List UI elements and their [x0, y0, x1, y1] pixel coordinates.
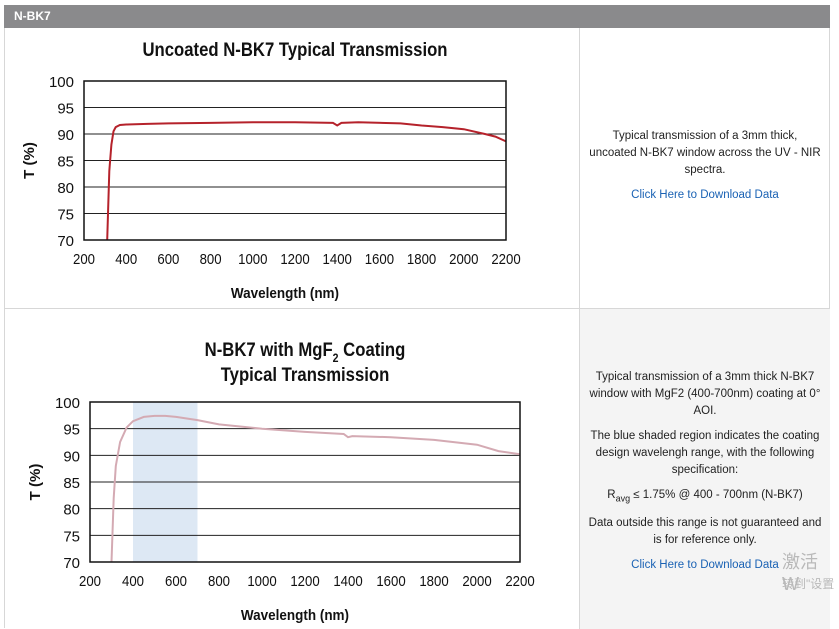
series-line [110, 414, 521, 563]
y-tick-label: 70 [63, 555, 80, 572]
description-text: Typical transmission of a 3mm thick N-BK… [589, 371, 821, 417]
activation-watermark: 激活 W [782, 552, 818, 594]
chart-title-suffix: Coating [339, 339, 406, 360]
x-tick-label: 1400 [323, 250, 352, 267]
x-tick-label: 600 [157, 250, 179, 267]
section-header: N-BK7 [4, 5, 830, 28]
chart-title: Uncoated N-BK7 Typical Transmission [142, 39, 447, 60]
y-axis-label: T (%) [27, 464, 44, 501]
x-tick-label: 2000 [462, 572, 491, 589]
x-tick-label: 400 [115, 250, 137, 267]
x-tick-label: 400 [122, 572, 144, 589]
y-tick-label: 80 [57, 180, 74, 197]
plot-frame [89, 401, 521, 563]
y-tick-label: 100 [55, 395, 80, 412]
table-row: Uncoated N-BK7 Typical Transmission 70 75 8… [4, 28, 830, 309]
x-tick-label: 1600 [376, 572, 405, 589]
description-cell: Typical transmission of a 3mm thick N-BK… [580, 309, 830, 629]
x-tick-label: 200 [73, 250, 95, 267]
x-tick-label: 2200 [505, 572, 534, 589]
y-tick-label: 85 [63, 475, 80, 492]
x-axis-label: Wavelength (nm) [231, 285, 339, 302]
description-block: Typical transmission of a 3mm thick N-BK… [588, 369, 822, 582]
description-cell: Typical transmission of a 3mm thick, unc… [580, 28, 830, 308]
y-tick-label: 80 [63, 502, 80, 519]
y-tick-label: 95 [63, 422, 80, 439]
chart-title: N-BK7 with MgF2 Coating [205, 339, 406, 365]
chart-title-subscript: 2 [333, 352, 339, 365]
chart-title: Typical Transmission [221, 364, 390, 385]
plot-frame [83, 80, 507, 241]
x-tick-label: 1800 [407, 250, 436, 267]
y-tick-label: 90 [57, 127, 74, 144]
x-tick-label: 1200 [280, 250, 309, 267]
table-row: N-BK7 with MgF2 Coating Typical Transmiss… [4, 309, 830, 629]
x-tick-label: 600 [165, 572, 187, 589]
disclaimer-text: Data outside this range is not guarantee… [588, 517, 822, 547]
description-shade-text: The blue shaded region indicates the coa… [590, 430, 820, 476]
description-text: Typical transmission of a 3mm thick, unc… [589, 130, 821, 176]
x-tick-label: 1400 [333, 572, 362, 589]
y-tick-label: 70 [57, 233, 74, 250]
x-tick-label: 1000 [238, 250, 267, 267]
x-tick-label: 800 [208, 572, 230, 589]
x-tick-label: 200 [79, 572, 101, 589]
chart-cell: Uncoated N-BK7 Typical Transmission 70 75 8… [4, 28, 580, 308]
x-tick-label: 2200 [491, 250, 520, 267]
description-block: Typical transmission of a 3mm thick, unc… [588, 128, 822, 212]
x-tick-label: 1200 [290, 572, 319, 589]
chart-uncoated: Uncoated N-BK7 Typical Transmission 70 75 8… [21, 39, 521, 302]
y-tick-label: 85 [57, 154, 74, 171]
y-axis-label: T (%) [21, 142, 38, 179]
x-tick-label: 2000 [449, 250, 478, 267]
download-data-link[interactable]: Click Here to Download Data [631, 189, 779, 201]
x-tick-label: 1000 [247, 572, 276, 589]
y-tick-label: 90 [63, 448, 80, 465]
download-data-link[interactable]: Click Here to Download Data [631, 559, 779, 572]
section-title: N-BK7 [14, 9, 51, 23]
specification-text: Ravg ≤ 1.75% @ 400 - 700nm (N-BK7) [607, 489, 803, 504]
y-tick-label: 95 [57, 101, 74, 118]
y-tick-label: 100 [49, 74, 74, 91]
activation-watermark-sub: 转到"设置 [782, 577, 835, 591]
y-tick-label: 75 [63, 528, 80, 545]
series-line [106, 121, 507, 241]
x-tick-label: 1800 [419, 572, 448, 589]
x-tick-label: 800 [200, 250, 222, 267]
chart-cell: N-BK7 with MgF2 Coating Typical Transmiss… [4, 309, 580, 629]
x-tick-label: 1600 [365, 250, 394, 267]
y-tick-label: 75 [57, 207, 74, 224]
